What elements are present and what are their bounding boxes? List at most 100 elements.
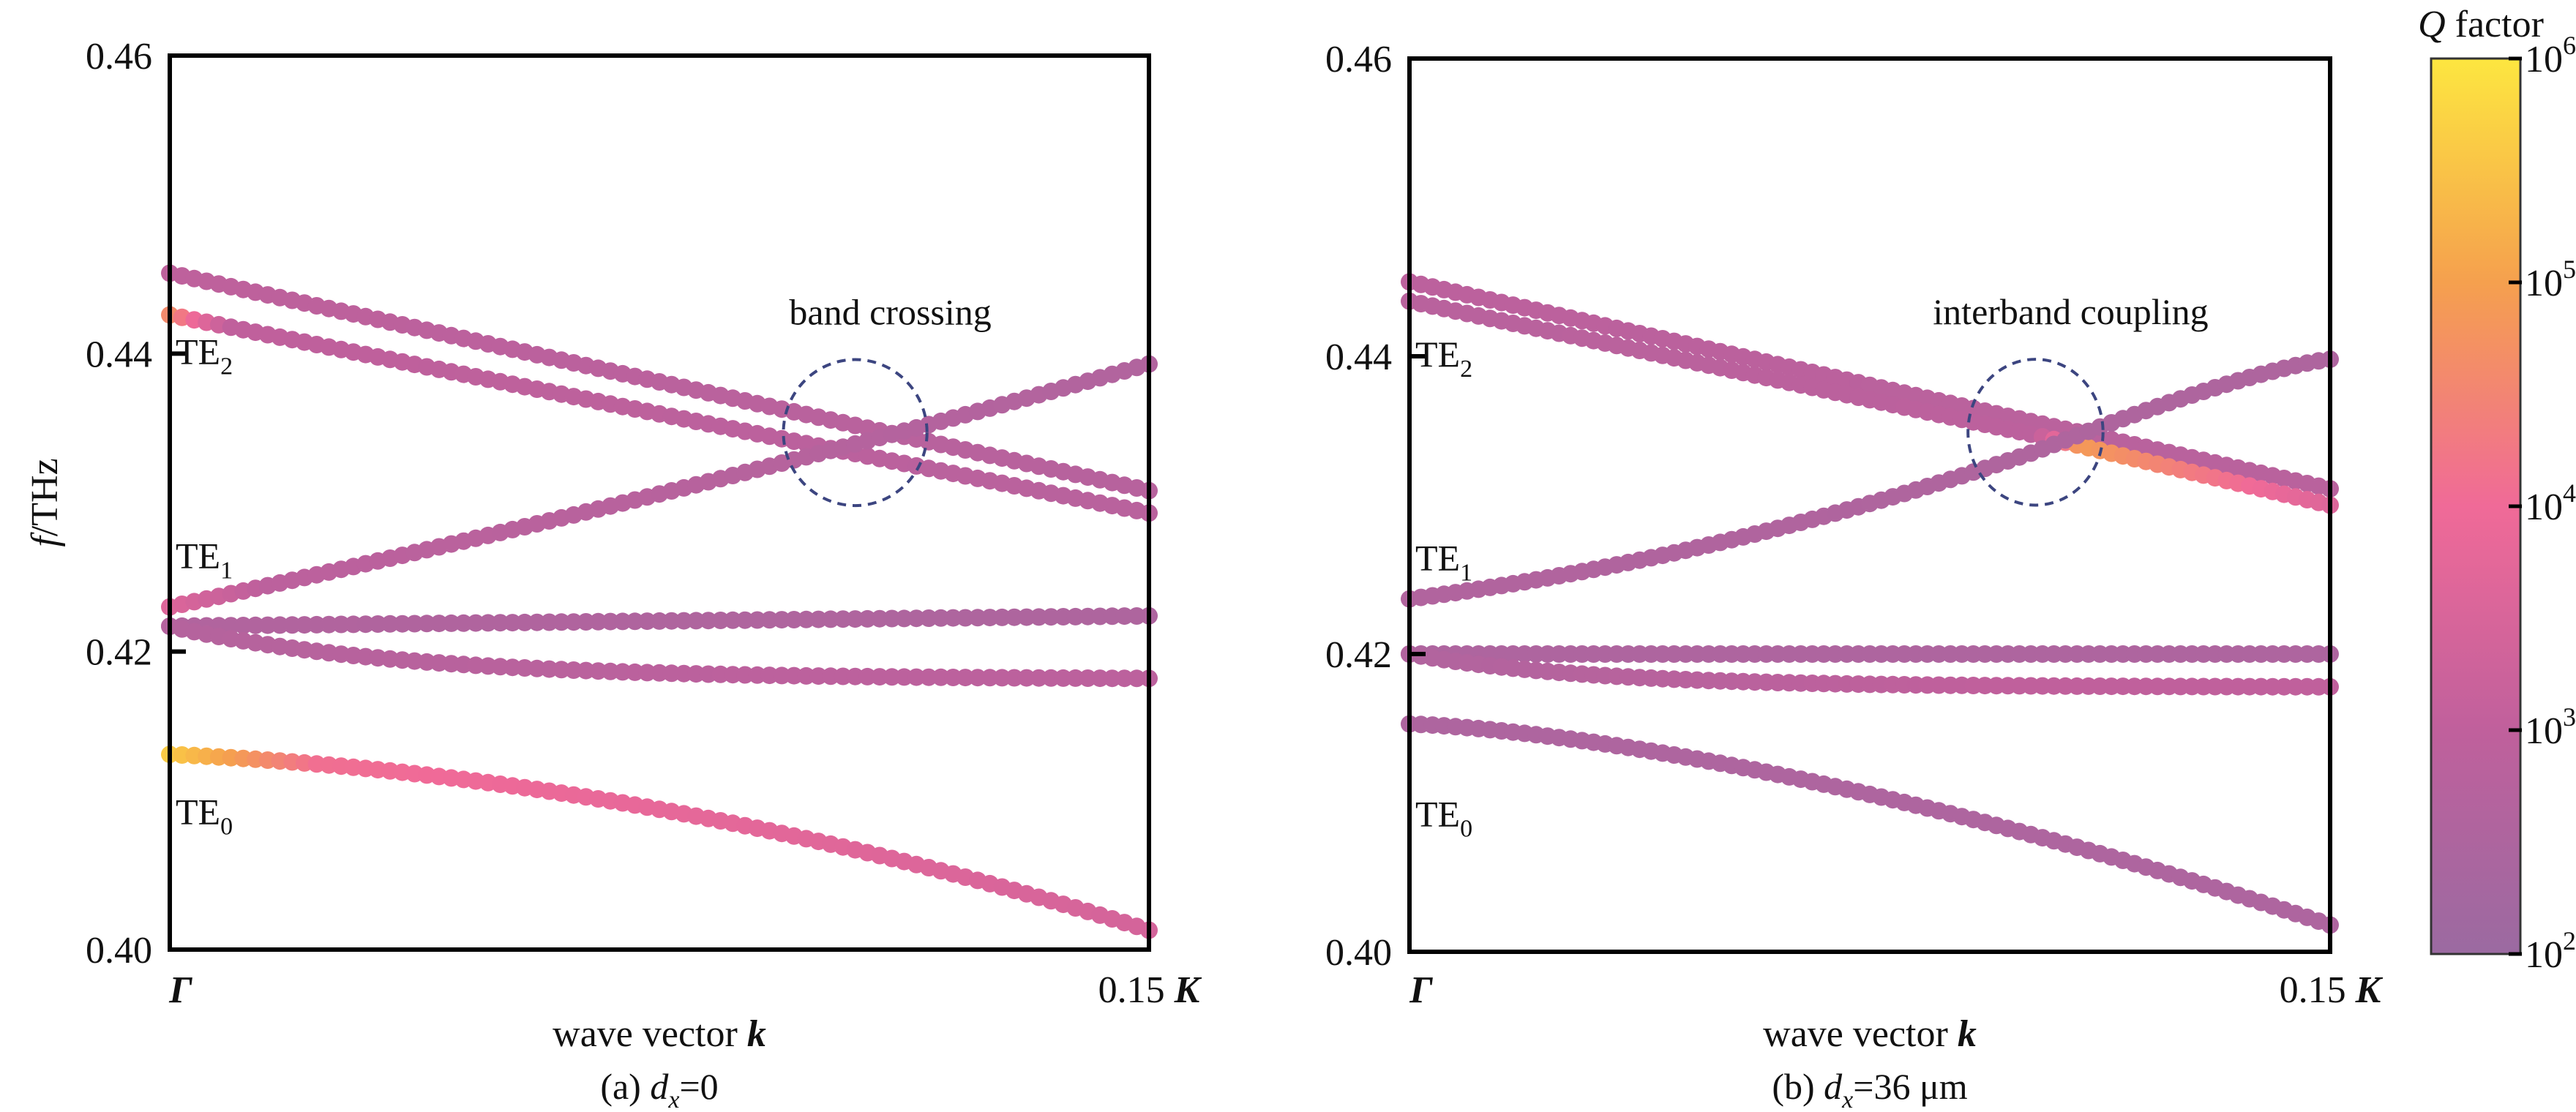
mode-label: TE2 — [176, 331, 233, 380]
band-point — [956, 669, 975, 687]
band-point — [320, 615, 338, 634]
band-point — [1054, 669, 1072, 687]
band-point — [883, 668, 901, 686]
panel-b-caption: (b) dx=36 μm — [1772, 1066, 1967, 1112]
band-point — [944, 669, 962, 686]
band-point — [724, 666, 742, 684]
y-tick-label: 0.40 — [1325, 932, 1392, 974]
band-point — [503, 614, 522, 632]
band-point — [662, 664, 681, 683]
band-point — [797, 610, 815, 628]
band-point — [675, 664, 693, 683]
band-point — [932, 668, 950, 686]
band-point — [528, 613, 546, 631]
band-point — [454, 614, 473, 632]
band-point — [822, 667, 840, 685]
y-tick-label: 0.42 — [86, 632, 152, 674]
annotation-label: interband coupling — [1933, 291, 2208, 332]
band-point — [651, 664, 668, 682]
band-point — [883, 609, 901, 628]
panel-a-x-tick-end: 0.15 K — [1098, 969, 1202, 1011]
band-point — [1030, 608, 1048, 626]
band-point — [516, 613, 533, 631]
y-tick-label: 0.44 — [86, 334, 152, 375]
band-point — [858, 667, 877, 685]
mode-label: TE2 — [1415, 334, 1472, 383]
band-point — [1091, 669, 1109, 688]
panel-a: 0.40 0.42 0.44 0.46 f/THz Γ 0.15 K wave vec… — [24, 36, 1202, 1112]
band-point — [638, 612, 656, 631]
band-point — [773, 666, 791, 685]
band-point — [1066, 669, 1085, 687]
band-point — [651, 612, 668, 630]
band-point — [247, 616, 265, 634]
band-point — [234, 617, 252, 634]
band-point — [1017, 669, 1036, 687]
band-point — [809, 610, 828, 628]
band-point — [283, 616, 302, 634]
band-point — [1054, 608, 1072, 626]
band-point — [736, 611, 755, 629]
band-point — [405, 615, 424, 633]
band-point — [711, 665, 730, 683]
band-point — [442, 614, 460, 632]
band-point — [577, 613, 595, 631]
panel-a-caption: (a) dx=0 — [600, 1066, 718, 1112]
annotation-label: band crossing — [789, 291, 991, 332]
band-point — [369, 615, 387, 633]
panel-b: 0.400.420.440.46 Γ 0.15 K wave vector k … — [1325, 39, 2384, 1112]
band-point — [871, 609, 888, 628]
band-point — [675, 612, 693, 630]
band-1 — [1401, 273, 2339, 498]
band-point — [430, 615, 448, 633]
band-point — [797, 666, 815, 685]
band-point — [296, 616, 313, 634]
band-point — [467, 614, 485, 632]
band-4 — [161, 606, 1158, 635]
band-point — [553, 613, 571, 631]
band-point — [944, 609, 962, 627]
colorbar-title: Q factor — [2418, 4, 2544, 45]
band-point — [491, 614, 509, 632]
band-point — [222, 617, 240, 635]
band-4 — [1401, 645, 2339, 663]
colorbar-tick-label: 104 — [2525, 478, 2576, 528]
band-point — [687, 665, 705, 683]
band-point — [760, 666, 779, 685]
colorbar: Q factor 102 103 104 105 106 — [2418, 4, 2576, 976]
band-point — [895, 609, 913, 628]
colorbar-gradient — [2431, 59, 2520, 954]
colorbar-tick-label: 105 — [2525, 255, 2576, 304]
band-point — [1091, 607, 1109, 626]
band-point — [258, 616, 277, 634]
band-point — [748, 666, 766, 684]
band-point — [271, 616, 289, 634]
band-point — [564, 661, 583, 679]
band-point — [785, 611, 803, 628]
band-point — [809, 667, 828, 685]
band-point — [626, 612, 644, 631]
band-point — [1128, 669, 1146, 688]
mode-label: TE0 — [176, 792, 233, 841]
band-point — [981, 669, 999, 687]
band-point — [1030, 669, 1048, 687]
band-point — [785, 666, 803, 685]
band-point — [418, 615, 436, 633]
band-point — [1042, 669, 1060, 687]
band-5 — [161, 617, 1158, 688]
panel-b-x-label: wave vector k — [1763, 1013, 1977, 1055]
panel-b-annotation: interband coupling — [1933, 291, 2209, 507]
band-point — [871, 668, 888, 686]
band-point — [479, 614, 497, 632]
y-tick-label: 0.44 — [1325, 337, 1392, 378]
colorbar-ticks: 102 103 104 105 106 — [2509, 31, 2576, 976]
band-point — [1017, 608, 1036, 626]
panel-a-frame — [168, 53, 1151, 952]
band-point — [1115, 607, 1134, 626]
panel-a-annotation: band crossing — [782, 291, 992, 508]
panel-a-bands — [161, 264, 1158, 939]
band-point — [626, 663, 644, 681]
band-point — [699, 665, 717, 683]
band-point — [858, 609, 877, 628]
